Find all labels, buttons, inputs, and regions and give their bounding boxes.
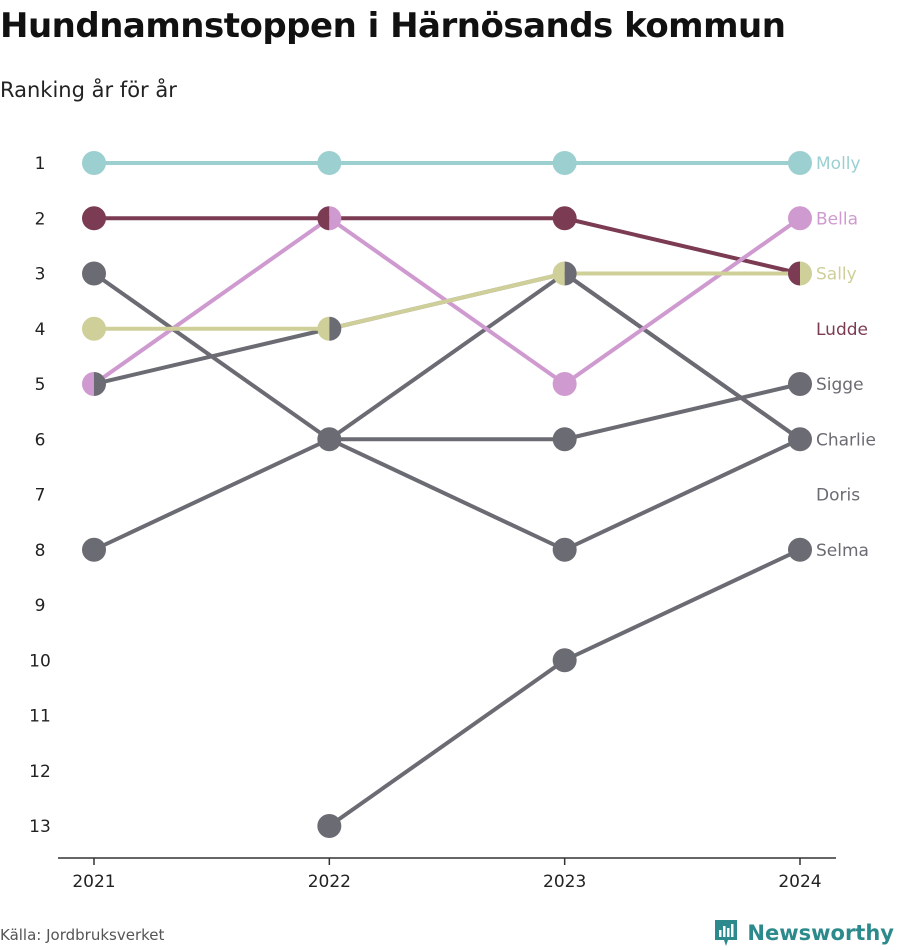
- data-point: [82, 537, 106, 562]
- data-point-right-half: [329, 206, 342, 231]
- series-label-selma: Selma: [816, 541, 869, 561]
- series-label-molly: Molly: [816, 154, 861, 174]
- series-points: [82, 151, 813, 838]
- x-tick-label: 2023: [543, 872, 586, 892]
- data-point: [552, 206, 577, 231]
- y-tick-label: 5: [35, 375, 46, 395]
- data-point: [317, 151, 342, 175]
- data-point: [552, 648, 577, 673]
- data-point: [788, 537, 812, 562]
- data-point: [552, 537, 577, 562]
- series-label-charlie: Charlie: [816, 430, 876, 450]
- y-tick-label: 10: [29, 651, 51, 671]
- series-line-selma: [327, 437, 802, 552]
- y-tick-label: 13: [29, 817, 51, 837]
- data-point: [317, 427, 342, 452]
- y-tick-label: 4: [35, 320, 46, 340]
- data-point-left-half: [788, 261, 800, 286]
- series-end-labels: Molly Bella Sally Ludde Sigge Charlie Doris Sel…: [816, 154, 876, 561]
- data-point: [788, 372, 812, 396]
- chart-title: Hundnamnstoppen i Härnösands kommun: [0, 6, 786, 46]
- data-point: [788, 151, 812, 175]
- series-line-charlie: [92, 271, 802, 442]
- series-label-sigge: Sigge: [816, 375, 864, 395]
- y-tick-label: 7: [35, 486, 46, 506]
- newsworthy-logo-icon: [715, 920, 738, 946]
- data-point: [552, 372, 577, 396]
- y-tick-label: 3: [35, 265, 46, 285]
- y-tick-label: 8: [35, 541, 46, 561]
- data-point-left-half: [552, 261, 565, 286]
- y-tick-label: 11: [29, 707, 51, 727]
- x-tick-label: 2022: [308, 872, 351, 892]
- series-line-ludde: [92, 216, 802, 276]
- y-tick-label: 1: [35, 154, 46, 174]
- y-tick-label: 9: [35, 596, 46, 616]
- x-axis-ticks: 2021 2022 2023 2024: [72, 858, 822, 892]
- x-tick-label: 2021: [72, 872, 115, 892]
- series-line-doris: [92, 382, 802, 552]
- series-lines: [92, 161, 802, 828]
- y-tick-label: 12: [29, 762, 51, 782]
- data-point: [82, 261, 106, 286]
- series-label-doris: Doris: [816, 486, 860, 506]
- data-point-right-half: [94, 372, 106, 396]
- data-point-left-half: [82, 372, 94, 396]
- brand-logo[interactable]: Newsworthy: [713, 918, 894, 948]
- series-label-sally: Sally: [816, 265, 857, 285]
- data-point: [552, 427, 577, 452]
- x-tick-label: 2024: [778, 872, 821, 892]
- data-point: [82, 316, 106, 341]
- brand-name: Newsworthy: [747, 921, 894, 945]
- series-label-ludde: Ludde: [816, 320, 868, 340]
- data-point: [82, 206, 106, 231]
- source-note: Källa: Jordbruksverket: [0, 926, 165, 944]
- data-point-right-half: [800, 261, 813, 286]
- data-point: [82, 151, 106, 175]
- series-line-series: [327, 547, 802, 828]
- y-tick-label: 2: [35, 209, 46, 229]
- chart-subtitle: Ranking år för år: [0, 78, 177, 102]
- data-point: [788, 427, 812, 452]
- series-label-bella: Bella: [816, 209, 858, 229]
- data-point-left-half: [317, 206, 330, 231]
- data-point-right-half: [329, 316, 342, 341]
- y-tick-label: 6: [35, 430, 46, 450]
- data-point: [552, 151, 577, 175]
- data-point: [317, 814, 342, 838]
- data-point-left-half: [317, 316, 330, 341]
- data-point: [788, 206, 812, 231]
- data-point-right-half: [564, 261, 577, 286]
- series-line-sally: [92, 271, 802, 331]
